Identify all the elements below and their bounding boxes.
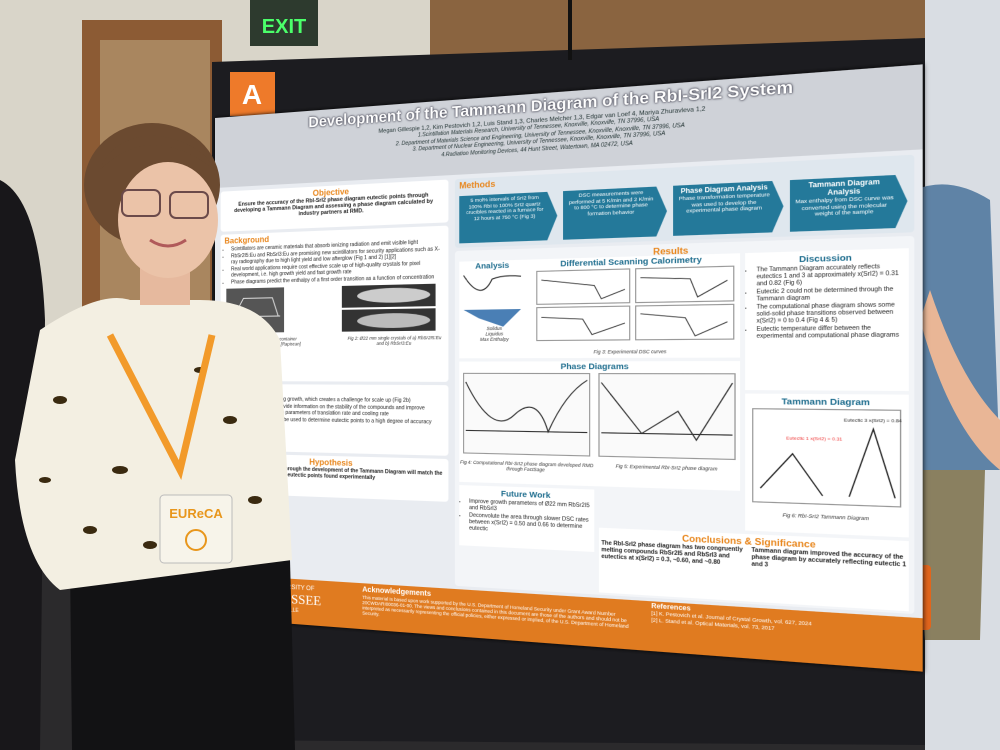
badge-icon (185, 529, 207, 551)
glasses (169, 191, 209, 219)
tammann: Tammann Diagram Eutectic 1 x(SrI2) = 0.3… (745, 393, 909, 538)
lanyard (106, 333, 216, 480)
badge-text: EUReCA (169, 506, 223, 521)
phase-box-2 (599, 374, 735, 460)
eutectic3: Eutectic 3 x(SrI2) = 0.84 (844, 417, 903, 424)
bangs (100, 135, 215, 170)
phase-box-1 (464, 373, 590, 456)
bee (112, 466, 128, 474)
results: Results Analysis Differential Scanning C… (454, 235, 915, 615)
bee (83, 526, 97, 534)
crystal-a (341, 283, 436, 308)
exit-sign (250, 0, 318, 46)
face (118, 162, 218, 278)
bee (53, 396, 67, 404)
bee (143, 541, 157, 549)
phase-plots (459, 371, 740, 464)
person-right-legs (915, 470, 985, 640)
crystal-b (341, 308, 436, 332)
shirt-bees (39, 367, 262, 549)
tammann-plot: Eutectic 1 x(SrI2) = 0.31 Eutectic 3 x(S… (748, 406, 903, 514)
bee (248, 496, 262, 504)
bee (223, 416, 237, 424)
phase-panel: Phase Diagrams Fig 4: Computational RbI-… (459, 361, 741, 491)
panel-label-box (230, 72, 275, 116)
exit-text: EXIT (262, 16, 306, 38)
panel-label: A (242, 79, 262, 110)
glasses (121, 189, 161, 217)
smile (149, 238, 187, 248)
eutectic1: Eutectic 1 x(SrI2) = 0.31 (786, 435, 842, 442)
bee (39, 477, 51, 483)
arm-right (920, 290, 1000, 470)
pants (70, 560, 295, 750)
